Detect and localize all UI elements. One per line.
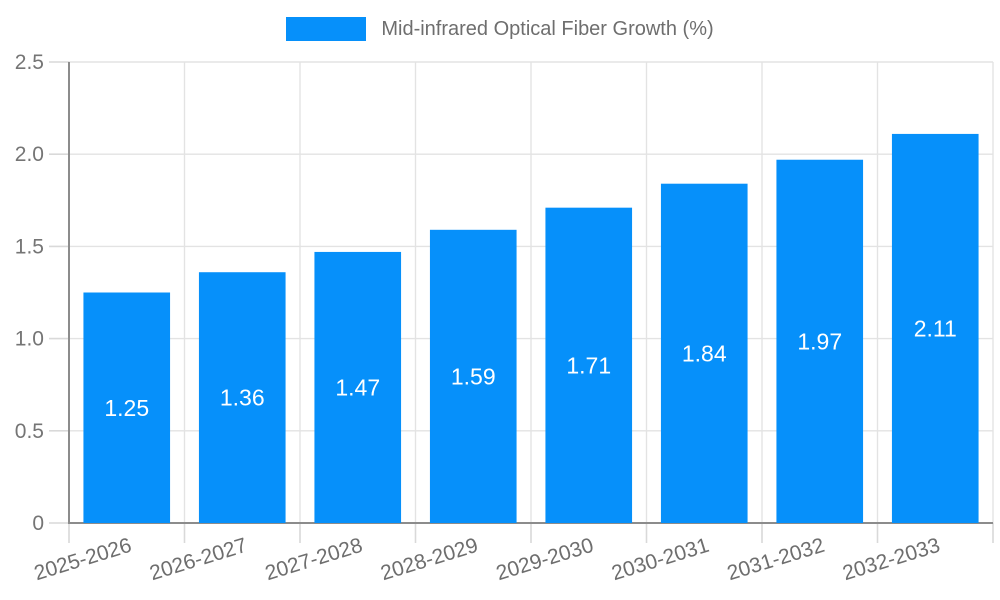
bar-value-label: 2.11	[914, 315, 957, 341]
y-tick-label: 1.0	[15, 328, 44, 351]
bar-2028-2029	[429, 229, 517, 523]
x-tick-label: 2032-2033	[840, 534, 943, 585]
bar-2026-2027	[198, 272, 286, 523]
bar-2032-2033	[891, 133, 979, 523]
bar-value-label: 1.59	[451, 363, 496, 389]
bar-value-label: 1.25	[104, 395, 149, 421]
x-tick-label: 2026-2027	[147, 534, 250, 585]
chart-legend[interactable]: Mid-infrared Optical Fiber Growth (%)	[0, 17, 1000, 41]
bar-value-label: 1.97	[797, 328, 842, 354]
bar-2029-2030	[545, 207, 633, 523]
bar-2031-2032	[776, 159, 864, 523]
legend-swatch-icon	[286, 17, 367, 41]
x-tick-label: 2031-2032	[724, 534, 827, 585]
bar-2025-2026	[83, 292, 171, 523]
y-tick-label: 0	[32, 512, 44, 535]
x-tick-label: 2027-2028	[262, 534, 365, 585]
x-tick-label: 2029-2030	[493, 534, 596, 585]
x-tick-label: 2030-2031	[609, 534, 712, 585]
y-tick-label: 0.5	[15, 420, 44, 443]
bar-value-label: 1.36	[220, 385, 265, 411]
bar-value-label: 1.47	[335, 374, 380, 400]
bar-value-label: 1.71	[566, 352, 611, 378]
x-tick-label: 2025-2026	[31, 534, 134, 585]
bar-value-label: 1.84	[682, 340, 727, 366]
legend-label: Mid-infrared Optical Fiber Growth (%)	[381, 18, 714, 40]
bar-2027-2028	[314, 251, 402, 523]
y-tick-label: 2.0	[15, 143, 44, 166]
y-tick-label: 2.5	[15, 51, 44, 74]
y-tick-label: 1.5	[15, 235, 44, 258]
bar-2030-2031	[660, 183, 748, 524]
x-tick-label: 2028-2029	[378, 534, 481, 585]
